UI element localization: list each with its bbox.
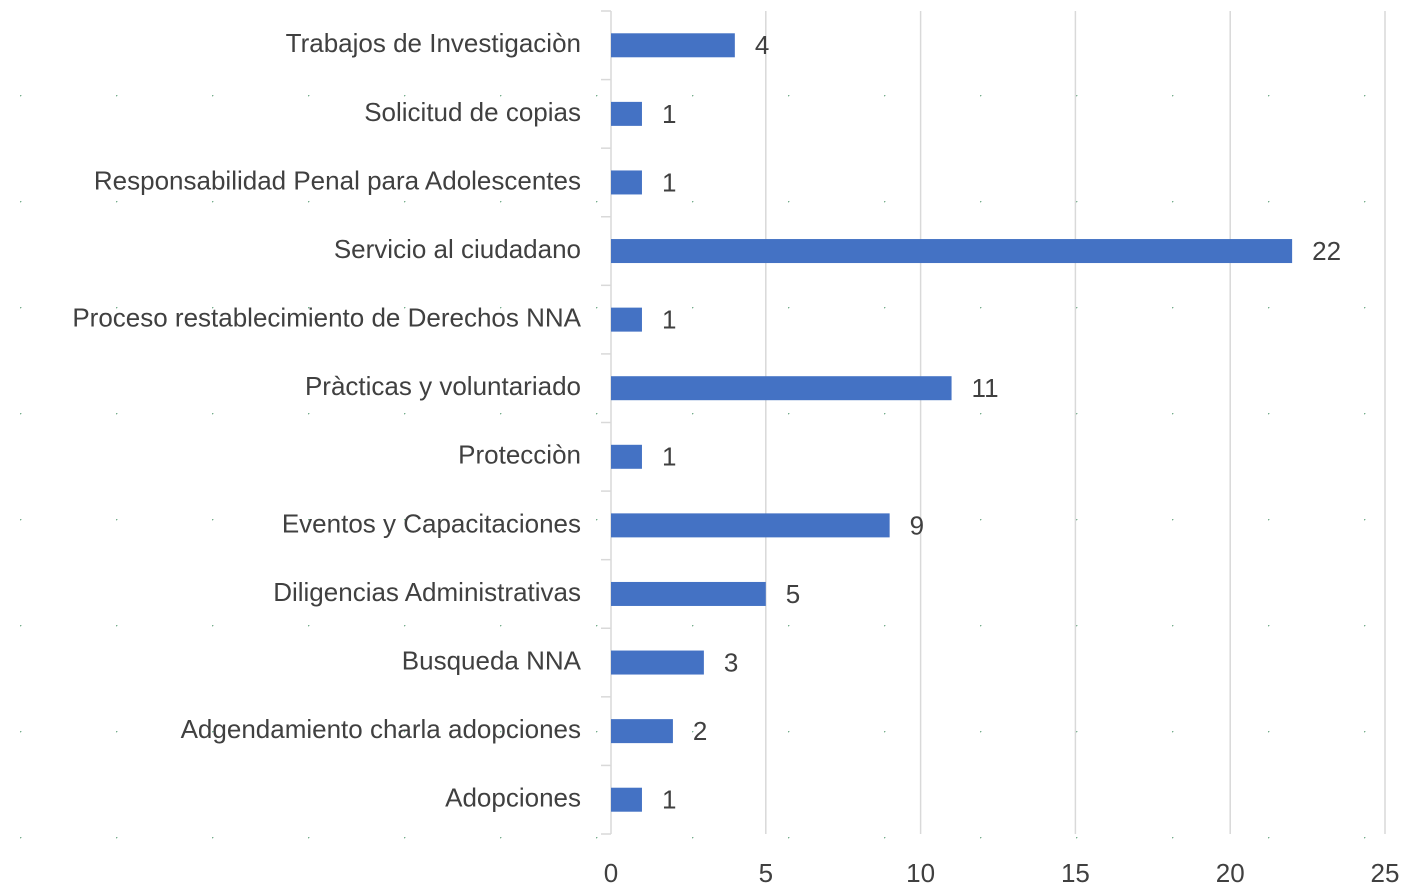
data-label: 1 (662, 785, 676, 815)
y-tick-label: Proceso restablecimiento de Derechos NNA (72, 303, 581, 333)
bar (611, 170, 642, 195)
y-tick-label: Diligencias Administrativas (273, 577, 581, 607)
bar (611, 444, 642, 469)
y-tick-label: Adopciones (445, 783, 581, 813)
data-label: 1 (662, 99, 676, 129)
y-tick-label: Busqueda NNA (402, 645, 582, 675)
y-tick-label: Solicitud de copias (364, 97, 581, 127)
y-tick-label: Adgendamiento charla adopciones (181, 714, 581, 744)
data-label: 9 (910, 510, 924, 540)
y-tick-label: Trabajos de Investigaciòn (286, 28, 581, 58)
data-label: 1 (662, 167, 676, 197)
data-label: 11 (972, 373, 999, 403)
data-label: 1 (662, 442, 676, 472)
bar (611, 719, 673, 744)
bar (611, 787, 642, 812)
data-label: 2 (693, 716, 707, 746)
y-tick-label: Protecciòn (458, 440, 581, 470)
x-tick-label: 0 (604, 858, 618, 888)
bar (611, 650, 704, 675)
x-tick-label: 10 (906, 858, 935, 888)
bar (611, 376, 952, 401)
bar (611, 101, 642, 126)
y-tick-label: Servicio al ciudadano (334, 234, 581, 264)
x-tick-label: 25 (1371, 858, 1400, 888)
y-tick-label: Pràcticas y voluntariado (305, 371, 581, 401)
data-label: 3 (724, 647, 738, 677)
x-tick-label: 5 (759, 858, 773, 888)
data-label: 5 (786, 579, 800, 609)
x-tick-label: 20 (1216, 858, 1245, 888)
y-tick-label: Eventos y Capacitaciones (282, 508, 581, 538)
data-label: 4 (755, 30, 769, 60)
bar (611, 581, 766, 606)
bar (611, 513, 890, 538)
bar (611, 307, 642, 332)
data-label: 1 (662, 305, 676, 335)
bar (611, 33, 735, 58)
bar (611, 239, 1293, 264)
data-label: 22 (1312, 236, 1341, 266)
y-tick-label: Responsabilidad Penal para Adolescentes (94, 165, 581, 195)
x-tick-label: 15 (1061, 858, 1090, 888)
